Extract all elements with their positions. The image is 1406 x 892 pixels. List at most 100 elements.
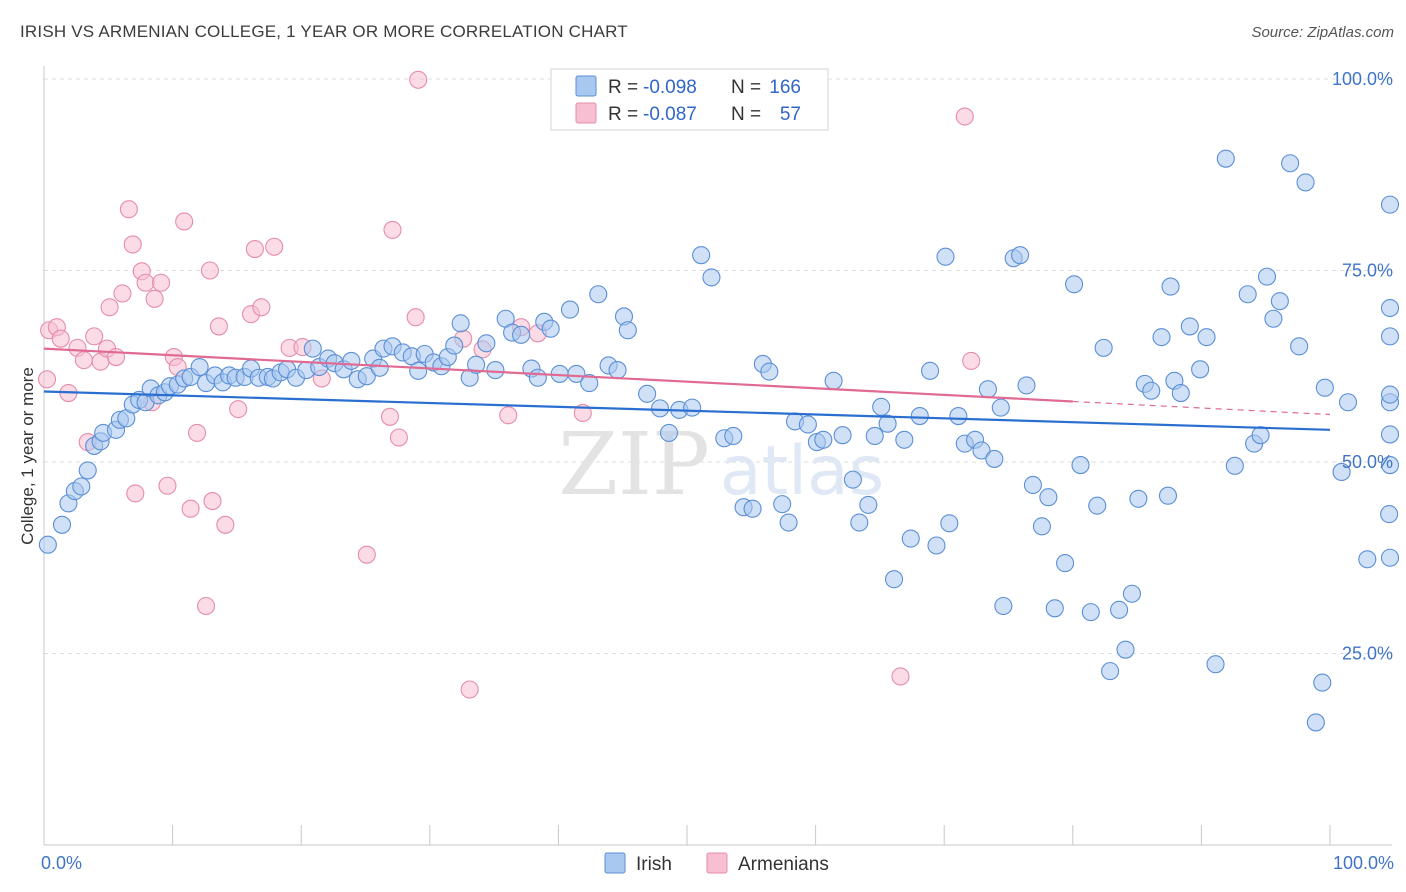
irish-point-160 xyxy=(1296,173,1315,192)
irish-point-127 xyxy=(1045,599,1064,618)
y-tick-labels: 25.0% 50.0% 75.0% 100.0% xyxy=(1332,69,1393,664)
irish-point-140 xyxy=(1142,381,1161,400)
irish-point-61 xyxy=(486,361,505,380)
irish-point-91 xyxy=(773,495,792,514)
irish-point-71 xyxy=(567,364,586,383)
armenians-point-42 xyxy=(380,407,399,426)
irish-point-88 xyxy=(743,499,762,518)
armenians-point-28 xyxy=(196,596,216,616)
irish-point-66 xyxy=(528,368,547,387)
irish-point-108 xyxy=(910,406,929,426)
irish-point-132 xyxy=(1088,496,1107,515)
irish-point-70 xyxy=(560,300,580,319)
irish-point-120 xyxy=(994,596,1013,616)
irish-point-150 xyxy=(1216,149,1235,168)
irish-point-122 xyxy=(1011,246,1030,265)
irish-point-111 xyxy=(936,247,955,266)
irish-point-80 xyxy=(659,423,679,442)
irish-point-96 xyxy=(814,430,833,449)
irish-point-151 xyxy=(1225,456,1244,475)
irish-point-136 xyxy=(1116,640,1135,659)
armenians-point-20 xyxy=(145,289,164,308)
irish-point-83 xyxy=(692,246,711,265)
armenians-point-46 xyxy=(409,70,428,89)
irish-point-137 xyxy=(1122,584,1142,603)
irish-point-99 xyxy=(843,470,862,489)
legend-n-value-irish: 166 xyxy=(769,77,801,98)
legend-swatch-irish xyxy=(575,75,597,97)
irish-point-131 xyxy=(1081,603,1100,622)
armenians-point-14 xyxy=(119,200,138,219)
series-legend: Irish Armenians xyxy=(604,852,829,875)
irish-point-143 xyxy=(1161,277,1180,296)
irish-point-168 xyxy=(1380,548,1400,567)
armenians-point-8 xyxy=(85,327,104,346)
y-tick-label-1: 50.0% xyxy=(1342,452,1393,472)
irish-point-103 xyxy=(872,397,891,416)
irish-point-116 xyxy=(972,441,991,460)
irish-point-159 xyxy=(1290,337,1309,356)
trend-lines xyxy=(43,347,1331,431)
irish-point-75 xyxy=(608,361,627,380)
chart-title: IRISH VS ARMENIAN COLLEGE, 1 YEAR OR MOR… xyxy=(20,22,628,41)
irish-point-124 xyxy=(1023,475,1042,495)
irish-point-158 xyxy=(1281,154,1300,173)
irish-point-106 xyxy=(895,430,914,449)
irish-point-161 xyxy=(1306,713,1325,732)
legend-swatch-armenians xyxy=(575,102,597,124)
armenians-point-44 xyxy=(389,428,408,447)
irish-point-100 xyxy=(850,513,869,532)
irish-point-60 xyxy=(477,334,496,353)
irish-point-148 xyxy=(1197,328,1216,347)
legend-r-value-irish: -0.098 xyxy=(643,77,697,98)
irish-point-56 xyxy=(445,336,464,355)
armenians-point-33 xyxy=(229,400,248,419)
irish-point-77 xyxy=(618,321,637,340)
series-legend-swatch-armenians xyxy=(706,852,728,874)
armenians-point-18 xyxy=(136,273,155,292)
irish-point-166 xyxy=(1358,550,1377,569)
armenians-point-35 xyxy=(245,240,264,259)
armenians-point-30 xyxy=(203,492,222,511)
armenians-point-43 xyxy=(383,220,402,239)
armenians-point-22 xyxy=(158,476,177,495)
irish-point-155 xyxy=(1257,267,1277,286)
irish-point-98 xyxy=(833,426,852,445)
legend-r-value-armenians: -0.087 xyxy=(643,104,697,125)
armenians-point-37 xyxy=(265,237,284,256)
irish-point-142 xyxy=(1158,486,1178,505)
irish-point-104 xyxy=(878,414,897,433)
irish-point-68 xyxy=(541,319,560,338)
armenians-point-25 xyxy=(175,212,194,231)
irish-point-173 xyxy=(1380,425,1400,444)
series-legend-label-irish: Irish xyxy=(636,854,672,875)
irish-point-92 xyxy=(779,513,798,532)
irish-point-79 xyxy=(650,399,670,418)
armenians-point-21 xyxy=(151,273,171,292)
irish-point-118 xyxy=(985,449,1004,468)
irish-point-123 xyxy=(1017,376,1036,395)
irish-point-90 xyxy=(760,362,779,381)
irish-point-86 xyxy=(724,426,743,446)
irish-point-42 xyxy=(342,351,361,370)
watermark-zip: ZIP xyxy=(558,415,710,515)
legend-box xyxy=(550,68,829,131)
irish-point-97 xyxy=(824,371,843,390)
irish-point-113 xyxy=(949,406,968,426)
irish-point-167 xyxy=(1380,505,1399,524)
irish-point-149 xyxy=(1206,655,1225,674)
armenians-point-15 xyxy=(123,235,142,254)
irish-point-117 xyxy=(978,380,997,399)
irish-point-101 xyxy=(859,495,878,514)
legend-n-label-armenians: N = xyxy=(731,104,761,125)
correlation-legend: R = -0.098 N = 166 R = -0.087 N = 57 xyxy=(550,68,829,131)
irish-point-64 xyxy=(512,325,531,344)
irish-point-171 xyxy=(1380,195,1400,214)
irish-point-138 xyxy=(1129,489,1148,508)
armenians-point-41 xyxy=(357,545,376,564)
armenians-point-16 xyxy=(126,484,145,503)
legend-r-label-armenians: R = xyxy=(608,104,638,125)
irish-point-141 xyxy=(1152,328,1171,347)
irish-point-82 xyxy=(683,398,702,417)
irish-point-119 xyxy=(991,398,1010,417)
